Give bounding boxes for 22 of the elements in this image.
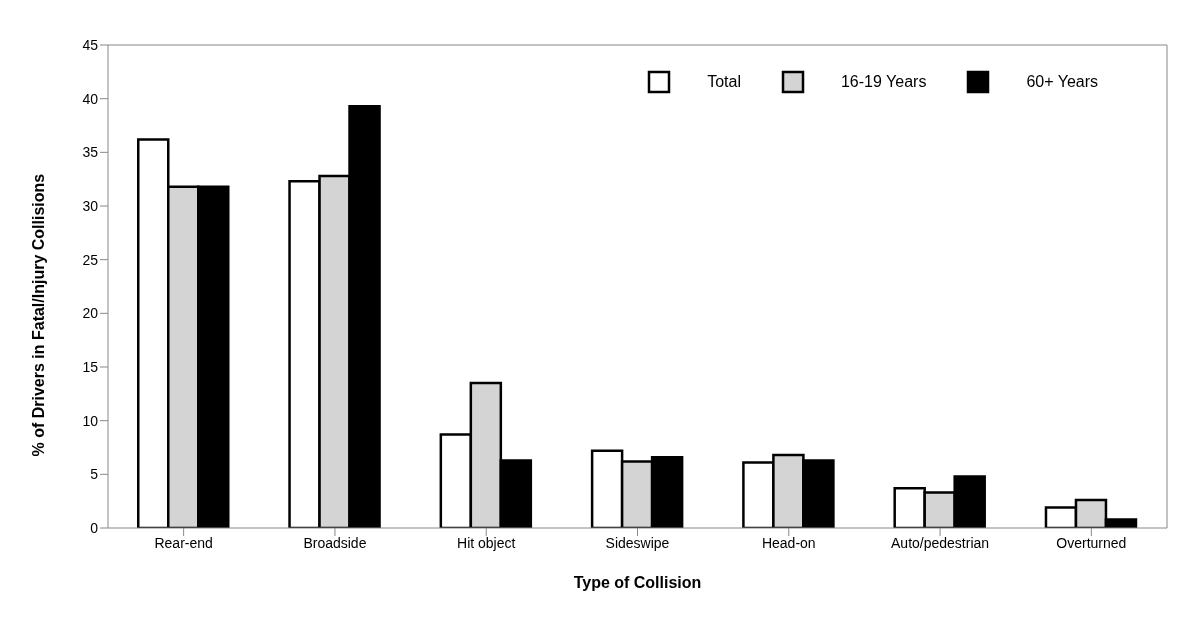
x-tick-label: Broadside xyxy=(303,534,367,551)
y-tick-label: 10 xyxy=(82,412,99,429)
y-tick-label: 25 xyxy=(82,251,99,268)
y-tick-label: 35 xyxy=(82,144,99,161)
y-tick-label: 15 xyxy=(82,358,99,375)
y-tick-label: 5 xyxy=(90,466,99,483)
x-tick-label: Rear-end xyxy=(154,534,213,551)
y-tick-label: 20 xyxy=(82,305,99,322)
y-tick-label: 30 xyxy=(82,197,99,214)
x-tick-label: Sideswipe xyxy=(605,534,670,551)
y-tick-label: 45 xyxy=(82,36,99,53)
y-axis-title: % of Drivers in Fatal/Injury Collisions xyxy=(29,173,47,457)
y-tick-label: 40 xyxy=(82,90,99,107)
x-axis-title: Type of Collision xyxy=(573,574,702,591)
legend-label: 16-19 Years xyxy=(840,73,927,91)
x-tick-label: Hit object xyxy=(457,534,516,551)
x-tick-label: Head-on xyxy=(761,534,816,551)
legend-label: Total xyxy=(707,73,741,91)
x-tick-label: Auto/pedestrian xyxy=(891,534,990,551)
y-tick-label: 0 xyxy=(90,519,99,536)
x-tick-label: Overturned xyxy=(1056,534,1127,551)
legend-label: 60+ Years xyxy=(1026,73,1098,91)
